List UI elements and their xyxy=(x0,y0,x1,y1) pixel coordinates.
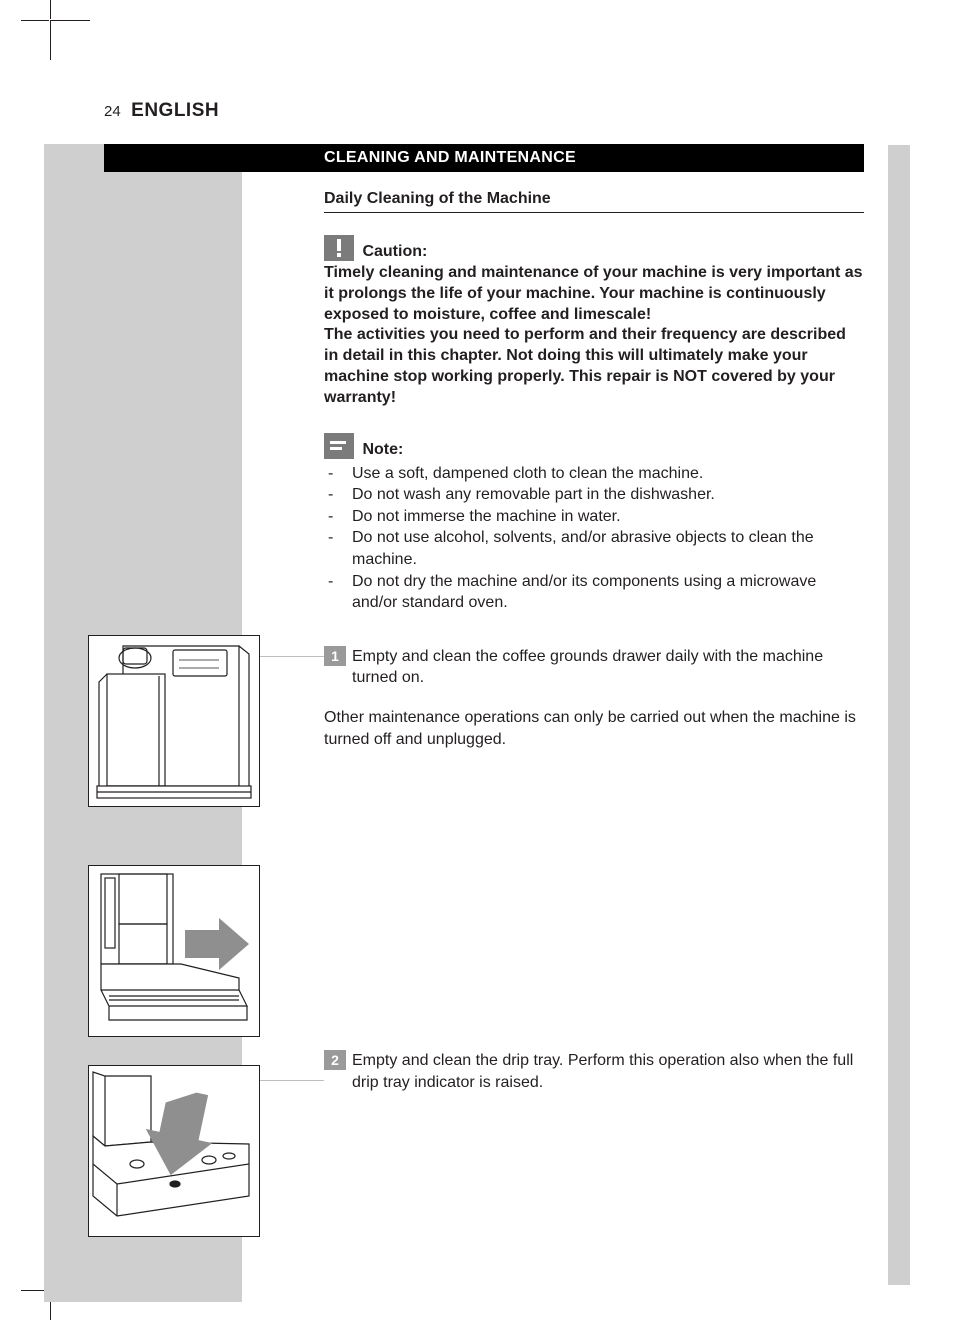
list-item: -Use a soft, dampened cloth to clean the… xyxy=(324,463,864,485)
page-number: 24 xyxy=(104,103,121,120)
step-text: Empty and clean the drip tray. Perform t… xyxy=(352,1050,864,1093)
leader-line xyxy=(260,656,324,657)
figure-grounds-drawer xyxy=(88,635,260,807)
list-item: -Do not wash any removable part in the d… xyxy=(324,484,864,506)
thumb-tab-strip xyxy=(888,145,910,1285)
list-item: -Do not use alcohol, solvents, and/or ab… xyxy=(324,527,864,570)
caution-body: Timely cleaning and maintenance of your … xyxy=(324,263,864,409)
list-item: -Do not immerse the machine in water. xyxy=(324,506,864,528)
step-1: 1 Empty and clean the coffee grounds dra… xyxy=(324,646,864,689)
figure-drip-tray-indicator xyxy=(88,1065,260,1237)
page-content: 24 ENGLISH CLEANING AND MAINTENANCE xyxy=(104,100,864,1111)
interstitial-text: Other maintenance operations can only be… xyxy=(324,707,864,750)
note-block: Note: -Use a soft, dampened cloth to cle… xyxy=(324,433,864,614)
note-list: -Use a soft, dampened cloth to clean the… xyxy=(324,463,864,614)
leader-line xyxy=(260,1080,324,1081)
note-icon xyxy=(324,433,354,459)
crop-mark-top-left xyxy=(50,20,90,60)
caution-label: Caution: xyxy=(362,243,427,260)
step-text: Empty and clean the coffee grounds drawe… xyxy=(352,646,864,689)
subheading: Daily Cleaning of the Machine xyxy=(324,190,864,213)
running-header: 24 ENGLISH xyxy=(104,100,864,122)
section-title: CLEANING AND MAINTENANCE xyxy=(324,144,576,172)
caution-block: Caution: Timely cleaning and maintenance… xyxy=(324,235,864,409)
main-text-column: Daily Cleaning of the Machine Caution: T… xyxy=(324,190,864,1093)
step-number: 1 xyxy=(324,646,346,666)
note-label: Note: xyxy=(362,441,403,458)
language-label: ENGLISH xyxy=(131,100,219,121)
step-2: 2 Empty and clean the drip tray. Perform… xyxy=(324,1050,864,1093)
list-item: -Do not dry the machine and/or its compo… xyxy=(324,571,864,614)
figure-drip-tray-remove xyxy=(88,865,260,1037)
step-number: 2 xyxy=(324,1050,346,1070)
section-heading-bar: CLEANING AND MAINTENANCE xyxy=(104,144,864,172)
caution-icon xyxy=(324,235,354,261)
